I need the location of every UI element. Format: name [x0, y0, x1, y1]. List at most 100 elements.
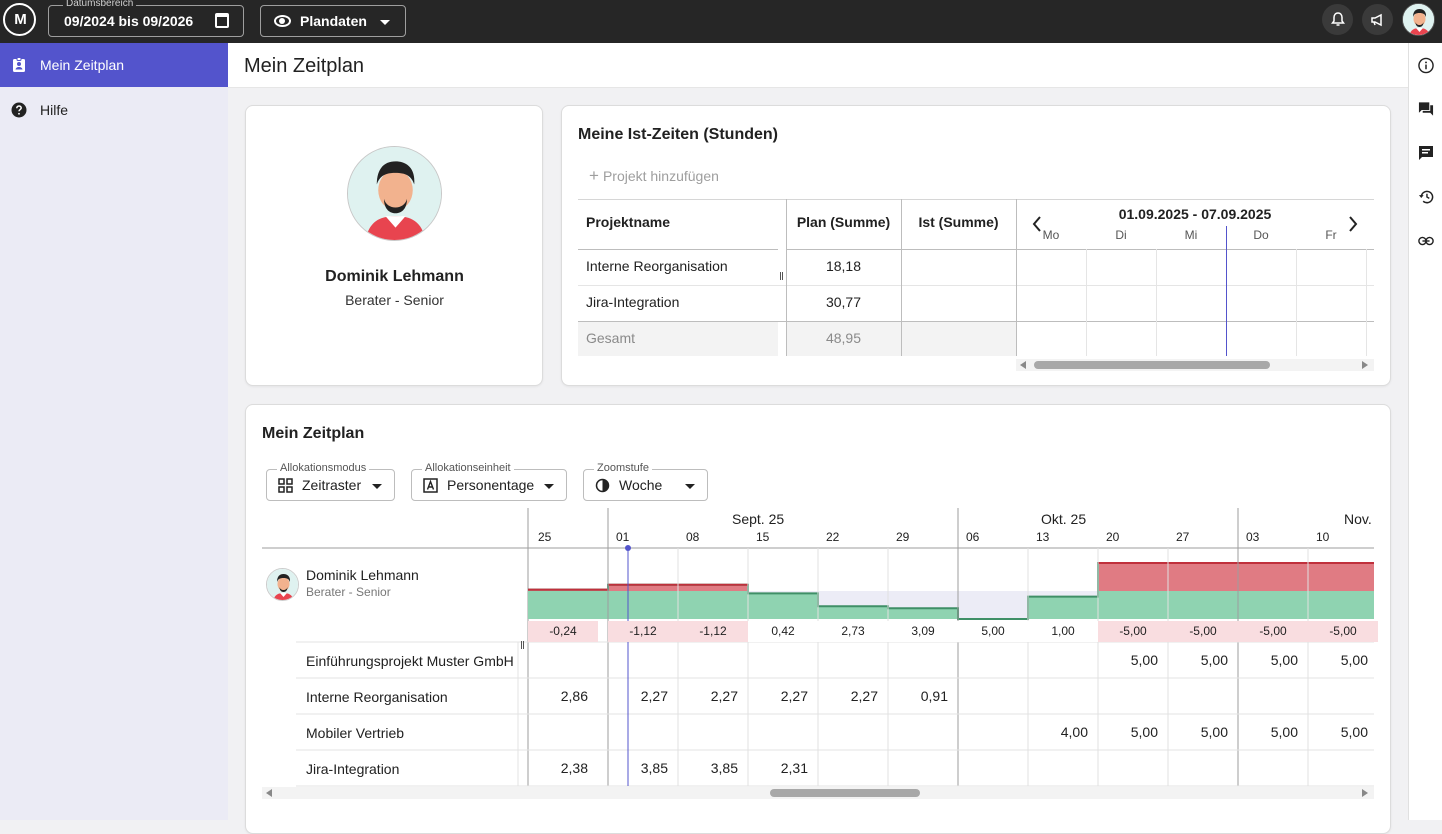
week-label: 15 [756, 530, 770, 544]
allocation-cell[interactable]: 5,00 [1270, 652, 1298, 668]
allocation-cell[interactable]: 2,27 [710, 688, 738, 704]
scrollbar-thumb[interactable] [770, 789, 920, 797]
sidebar-item-mein-zeitplan[interactable]: Mein Zeitplan [0, 43, 228, 87]
column-header-plan[interactable]: Plan (Summe) [796, 214, 891, 230]
allocation-bar [528, 591, 608, 619]
chat-icon[interactable] [1418, 101, 1434, 117]
balance-value: 5,00 [981, 624, 1005, 638]
eye-icon [274, 15, 291, 27]
scroll-left-icon[interactable] [266, 789, 272, 797]
column-resize-handle[interactable] [521, 641, 524, 649]
calendar-icon[interactable] [215, 13, 229, 28]
announcements-button[interactable] [1362, 4, 1393, 35]
today-marker-dot [625, 545, 631, 551]
allocation-cell[interactable]: 4,00 [1060, 724, 1088, 740]
view-select-value: Plandaten [300, 13, 367, 29]
day-header: Di [1115, 228, 1127, 242]
person-avatar-icon [348, 147, 441, 240]
view-select[interactable]: Plandaten [260, 5, 406, 37]
app-logo[interactable]: M [3, 3, 36, 36]
allocation-cell[interactable]: 5,00 [1200, 724, 1228, 740]
project-name: Mobiler Vertrieb [306, 725, 405, 741]
overallocation-bar [1308, 563, 1374, 591]
plus-icon: + [589, 166, 599, 185]
profile-role: Berater - Senior [345, 292, 444, 308]
allocation-cell[interactable]: 2,27 [850, 688, 878, 704]
balance-cell [1028, 621, 1098, 642]
allocation-cell[interactable]: 2,31 [780, 760, 808, 776]
allocation-cell[interactable]: 0,91 [920, 688, 948, 704]
balance-cell [888, 621, 958, 642]
column-resize-handle[interactable] [780, 272, 783, 280]
week-label: 03 [1246, 530, 1260, 544]
allocation-cell[interactable]: 5,00 [1200, 652, 1228, 668]
scroll-right-icon[interactable] [1362, 789, 1368, 797]
day-header: Mi [1184, 228, 1198, 242]
allocation-cell[interactable]: 5,00 [1340, 724, 1368, 740]
sidebar-item-hilfe[interactable]: Hilfe [0, 88, 228, 132]
allocation-bar [888, 608, 958, 619]
date-range-field[interactable]: Datumsbereich 09/2024 bis 09/2026 [48, 0, 244, 37]
select-label: Allokationsmodus [277, 462, 370, 474]
right-toolbar [1408, 43, 1442, 820]
help-icon [11, 102, 27, 118]
contrast-icon [595, 478, 610, 493]
plan-sum-cell: 30,77 [825, 294, 862, 310]
allocation-cell[interactable]: 5,00 [1270, 724, 1298, 740]
card-title: Meine Ist-Zeiten (Stunden) [578, 126, 778, 143]
week-label: 29 [896, 530, 910, 544]
link-icon[interactable] [1418, 233, 1434, 249]
bell-icon [1330, 12, 1345, 26]
divider [1016, 199, 1017, 356]
allocation-cell[interactable]: 2,38 [560, 760, 588, 776]
allocation-mode-select[interactable]: Allokationsmodus Zeitraster [266, 462, 395, 501]
month-label: Sept. 25 [732, 511, 785, 527]
allocation-cell[interactable]: 3,85 [710, 760, 738, 776]
add-project-button[interactable]: + Projekt hinzufügen [589, 166, 719, 186]
balance-cell [748, 621, 818, 642]
allocation-bar [1168, 591, 1238, 619]
balance-cell [1308, 621, 1378, 642]
column-header-project[interactable]: Projektname [586, 214, 671, 230]
history-icon[interactable] [1418, 189, 1434, 205]
week-label: 22 [826, 530, 840, 544]
balance-cell [678, 621, 748, 642]
divider [901, 199, 902, 356]
week-label: 27 [1176, 530, 1190, 544]
allocation-cell[interactable]: 2,27 [640, 688, 668, 704]
scroll-left-icon[interactable] [1020, 361, 1026, 369]
person-name[interactable]: Dominik Lehmann [306, 567, 419, 583]
allocation-bar [1238, 591, 1308, 619]
feedback-icon[interactable] [1418, 145, 1434, 161]
allocation-cell[interactable]: 5,00 [1130, 724, 1158, 740]
allocation-cell[interactable]: 2,27 [780, 688, 808, 704]
week-label: 08 [686, 530, 700, 544]
balance-value: -1,12 [699, 624, 727, 638]
select-value: Woche [619, 477, 663, 493]
zoom-level-select[interactable]: Zoomstufe Woche [583, 462, 708, 501]
info-icon[interactable] [1418, 57, 1434, 73]
notifications-button[interactable] [1322, 4, 1353, 35]
user-avatar[interactable] [1402, 3, 1435, 36]
chevron-right-icon[interactable] [1348, 216, 1358, 232]
allocation-cell[interactable]: 2,86 [560, 688, 588, 704]
scrollbar-thumb[interactable] [1034, 361, 1270, 369]
project-name-cell: Interne Reorganisation [586, 258, 728, 274]
scroll-right-icon[interactable] [1362, 361, 1368, 369]
total-plan-cell: 48,95 [825, 330, 862, 346]
megaphone-icon [1371, 13, 1382, 26]
chevron-left-icon[interactable] [1032, 216, 1042, 232]
allocation-cell[interactable]: 5,00 [1130, 652, 1158, 668]
allocation-cell[interactable]: 5,00 [1340, 652, 1368, 668]
badge-icon [13, 57, 25, 72]
overallocation-bar [1238, 563, 1308, 591]
select-label: Allokationseinheit [422, 462, 514, 474]
column-header-actual[interactable]: Ist (Summe) [918, 214, 999, 230]
balance-cell [958, 621, 1028, 642]
divider [1086, 249, 1087, 356]
allocation-cell[interactable]: 3,85 [640, 760, 668, 776]
profile-card: Dominik Lehmann Berater - Senior [245, 105, 543, 386]
allocation-unit-select[interactable]: Allokationseinheit Personentage [411, 462, 567, 501]
schedule-card: Mein Zeitplan Allokationsmodus Zeitraste… [245, 404, 1391, 834]
date-range-value: 09/2024 bis 09/2026 [64, 13, 194, 29]
